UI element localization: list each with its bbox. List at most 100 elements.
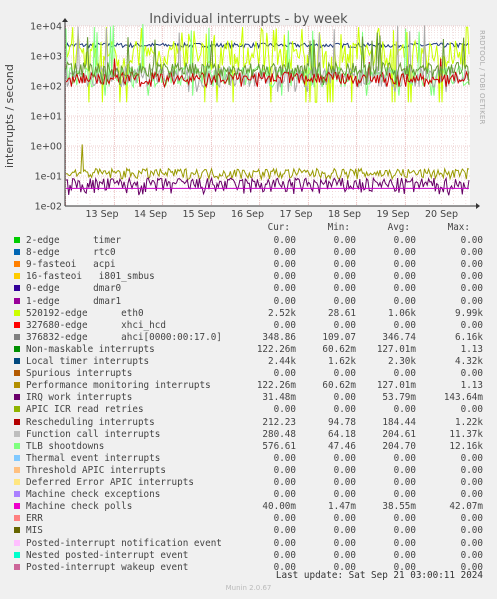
legend-avg-value: 0.00 — [356, 259, 416, 270]
legend-row: 16-fasteoi i801_smbus 0.00 0.00 0.00 0.00 — [0, 271, 497, 283]
legend-row: Nested posted-interrupt event 0.00 0.00 0.0… — [0, 550, 497, 562]
legend-avg-value: 0.00 — [356, 538, 416, 549]
x-tick-label: 15 Sep — [182, 209, 215, 220]
col-header-avg: Avg: — [360, 222, 410, 234]
legend-row: 376832-edge ahci[0000:00:17.0] 348.86 109.… — [0, 332, 497, 344]
legend-cur-value: 0.00 — [236, 320, 296, 331]
legend-avg-value: 0.00 — [356, 283, 416, 294]
legend-row: Performance monitoring interrupts 122.26m… — [0, 380, 497, 392]
legend-min-value: 0.00 — [296, 392, 356, 403]
legend-row: TLB shootdowns 576.61 47.46 204.70 12.16k — [0, 441, 497, 453]
legend-row: Function call interrupts 280.48 64.18 204.6… — [0, 429, 497, 441]
legend-avg-value: 0.00 — [356, 477, 416, 488]
legend-min-value: 0.00 — [296, 550, 356, 561]
legend-avg-value: 0.00 — [356, 550, 416, 561]
legend-cur-value: 0.00 — [236, 247, 296, 258]
legend-avg-value: 0.00 — [356, 465, 416, 476]
legend-row: Machine check polls 40.00m 1.47m 38.55m 42.0… — [0, 501, 497, 513]
x-tick-label: 17 Sep — [279, 209, 312, 220]
legend-cur-value: 31.48m — [236, 392, 296, 403]
legend-max-value: 11.37k — [423, 429, 483, 440]
legend-cur-value: 0.00 — [236, 283, 296, 294]
legend-cur-value: 2.52k — [236, 308, 296, 319]
legend-avg-value: 0.00 — [356, 320, 416, 331]
legend-avg-value: 0.00 — [356, 271, 416, 282]
legend-row: Local timer interrupts 2.44k 1.62k 2.30k 4.3… — [0, 356, 497, 368]
legend-row: MIS 0.00 0.00 0.00 0.00 — [0, 525, 497, 537]
legend-series-name: 1-edge dmar1 — [26, 296, 121, 307]
legend-row: 2-edge timer 0.00 0.00 0.00 0.00 — [0, 235, 497, 247]
legend-swatch — [14, 491, 20, 497]
legend-cur-value: 0.00 — [236, 404, 296, 415]
legend-swatch — [14, 540, 20, 546]
legend-avg-value: 0.00 — [356, 453, 416, 464]
legend-series-name: 376832-edge ahci[0000:00:17.0] — [26, 332, 222, 343]
legend-swatch — [14, 503, 20, 509]
legend-series-name: IRQ work interrupts — [26, 392, 132, 403]
legend-cur-value: 122.26m — [236, 380, 296, 391]
legend-swatch — [14, 394, 20, 400]
legend-cur-value: 0.00 — [236, 259, 296, 270]
legend-swatch — [14, 564, 20, 570]
legend-min-value: 0.00 — [296, 296, 356, 307]
legend-swatch — [14, 298, 20, 304]
legend-min-value: 109.07 — [296, 332, 356, 343]
legend-max-value: 0.00 — [423, 259, 483, 270]
y-tick-label: 1e-02 — [35, 202, 62, 213]
legend-max-value: 6.16k — [423, 332, 483, 343]
legend-min-value: 0.00 — [296, 259, 356, 270]
x-tick-label: 13 Sep — [85, 209, 118, 220]
legend-series-name: Spurious interrupts — [26, 368, 132, 379]
y-tick-label: 1e+04 — [30, 22, 62, 33]
legend-avg-value: 0.00 — [356, 235, 416, 246]
x-tick-label: 18 Sep — [328, 209, 361, 220]
legend-swatch — [14, 552, 20, 558]
legend-min-value: 0.00 — [296, 489, 356, 500]
legend-max-value: 0.00 — [423, 453, 483, 464]
legend-min-value: 0.00 — [296, 538, 356, 549]
legend-swatch — [14, 515, 20, 521]
legend-swatch — [14, 285, 20, 291]
x-axis-arrow — [476, 203, 480, 209]
legend-cur-value: 0.00 — [236, 489, 296, 500]
legend-min-value: 0.00 — [296, 283, 356, 294]
legend-cur-value: 0.00 — [236, 465, 296, 476]
legend-row: Deferred Error APIC interrupts 0.00 0.00 0.… — [0, 477, 497, 489]
legend-avg-value: 127.01m — [356, 380, 416, 391]
x-tick-label: 20 Sep — [425, 209, 458, 220]
legend-min-value: 94.78 — [296, 417, 356, 428]
legend-avg-value: 2.30k — [356, 356, 416, 367]
legend-swatch — [14, 467, 20, 473]
legend-min-value: 0.00 — [296, 271, 356, 282]
legend-row: Thermal event interrupts 0.00 0.00 0.00 0.00 — [0, 453, 497, 465]
legend-series-name: APIC ICR read retries — [26, 404, 144, 415]
chart-plot: 1e-02 1e-01 1e+00 1e+01 1e+02 1e+03 1e+04 13 Se… — [0, 0, 497, 225]
last-update: Last update: Sat Sep 21 03:00:11 2024 — [0, 570, 483, 581]
legend-max-value: 12.16k — [423, 441, 483, 452]
legend-cur-value: 212.23 — [236, 417, 296, 428]
legend-series-name: Non-maskable interrupts — [26, 344, 155, 355]
legend-swatch — [14, 431, 20, 437]
legend-row: ERR 0.00 0.00 0.00 0.00 — [0, 513, 497, 525]
legend-swatch — [14, 334, 20, 340]
legend-row: APIC ICR read retries 0.00 0.00 0.00 0.00 — [0, 404, 497, 416]
legend-series-name: Posted-interrupt notification event — [26, 538, 222, 549]
legend-swatch — [14, 527, 20, 533]
x-tick-label: 16 Sep — [231, 209, 264, 220]
legend-series-name: Machine check exceptions — [26, 489, 160, 500]
y-axis-arrow — [62, 18, 68, 22]
legend-cur-value: 2.44k — [236, 356, 296, 367]
legend-row: Spurious interrupts 0.00 0.00 0.00 0.00 — [0, 368, 497, 380]
legend-series-name: Deferred Error APIC interrupts — [26, 477, 194, 488]
legend-cur-value: 40.00m — [236, 501, 296, 512]
legend-max-value: 0.00 — [423, 368, 483, 379]
munin-credit: Munin 2.0.67 — [0, 584, 497, 592]
col-header-cur: Cur: — [240, 222, 290, 234]
legend-max-value: 0.00 — [423, 404, 483, 415]
legend-swatch — [14, 237, 20, 243]
legend-series-name: MIS — [26, 525, 43, 536]
legend-swatch — [14, 406, 20, 412]
legend-min-value: 0.00 — [296, 477, 356, 488]
legend-cur-value: 348.86 — [236, 332, 296, 343]
legend-cur-value: 0.00 — [236, 513, 296, 524]
